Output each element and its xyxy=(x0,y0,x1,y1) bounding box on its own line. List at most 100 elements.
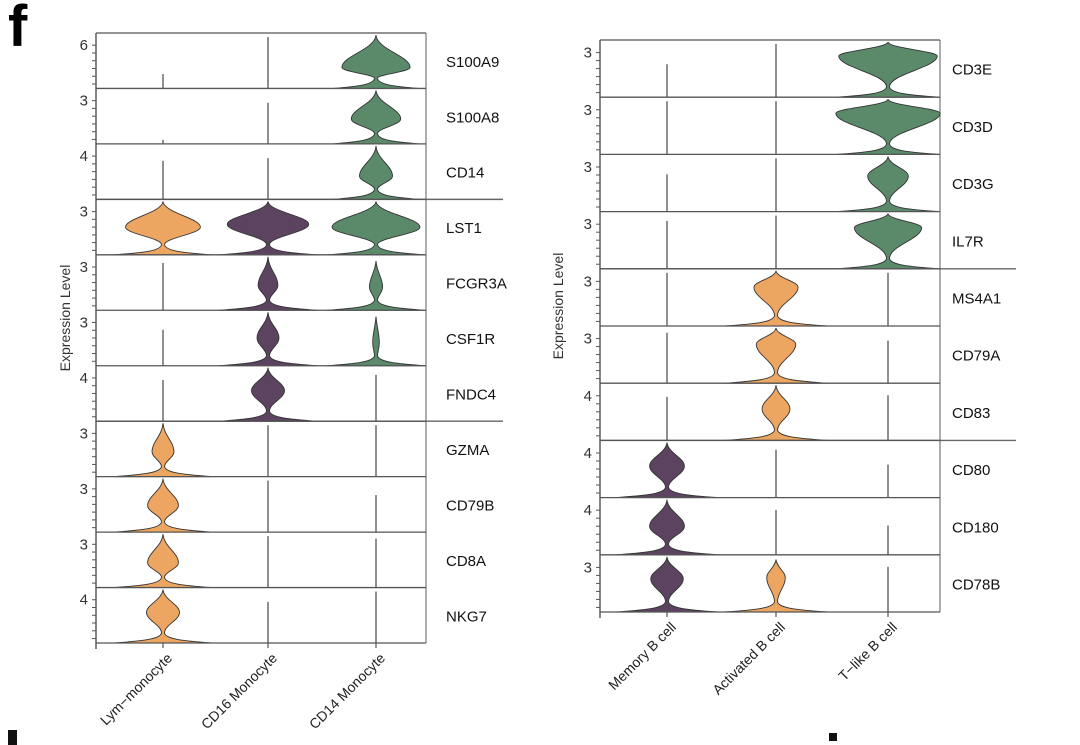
violin-t-like-b-cell xyxy=(836,41,940,98)
violin-chart-b-cells: 3 CD3E 3 CD3D 3 CD3G 3 IL7R 3 MS4A1 3 CD79A 4 CD83 4 CD… xyxy=(550,39,1016,698)
gene-label: S100A8 xyxy=(446,109,499,126)
gene-row-cd83: 4 CD83 xyxy=(584,382,1016,442)
violin-activated-b-cell xyxy=(724,385,828,441)
x-category-label: CD14 Monocyte xyxy=(306,650,388,732)
gene-label: CD83 xyxy=(952,405,990,422)
violin-cd16-monocyte xyxy=(218,312,318,367)
violin-t-like-b-cell xyxy=(836,213,940,270)
y-tick-label: 3 xyxy=(80,536,88,553)
y-tick-label: 6 xyxy=(80,37,88,54)
gene-row-fndc4: 4 FNDC4 xyxy=(80,365,503,422)
violin-memory-b-cell xyxy=(615,556,719,613)
violin-lym-monocyte xyxy=(113,534,213,588)
x-category-label: Lym−monocyte xyxy=(97,650,175,728)
gene-row-cd78b: 3 CD78B xyxy=(584,554,1000,613)
gene-row-cd3d: 3 CD3D xyxy=(584,96,993,155)
gene-row-lst1: 3 LST1 xyxy=(80,198,482,256)
gene-row-cd8a: 3 CD8A xyxy=(80,531,486,588)
gene-label: CD8A xyxy=(446,553,486,570)
gene-label: CD3G xyxy=(952,176,994,193)
violin-t-like-b-cell xyxy=(835,98,941,155)
violin-cd14-monocyte xyxy=(326,201,426,256)
x-category-label: T−like B cell xyxy=(835,619,900,684)
violin-cd14-monocyte xyxy=(332,34,420,89)
y-tick-label: 3 xyxy=(584,45,592,62)
violin-cd14-monocyte xyxy=(332,90,420,145)
violin-cd14-monocyte xyxy=(326,316,426,367)
x-category-label: Activated B cell xyxy=(709,619,788,698)
gene-label: S100A9 xyxy=(446,54,499,71)
gene-row-cd3g: 3 CD3G xyxy=(584,153,994,213)
y-tick-label: 3 xyxy=(80,314,88,331)
gene-label: CSF1R xyxy=(446,331,495,348)
y-tick-label: 3 xyxy=(584,216,592,233)
gene-label: FCGR3A xyxy=(446,276,507,293)
y-tick-label: 3 xyxy=(584,102,592,119)
y-tick-label: 3 xyxy=(80,425,88,442)
next-panel-fragment xyxy=(8,730,17,745)
gene-label: LST1 xyxy=(446,220,482,237)
gene-row-cd79b: 3 CD79B xyxy=(80,475,494,533)
gene-label: CD78B xyxy=(952,577,1000,594)
gene-label: CD80 xyxy=(952,462,990,479)
panel-letter: f xyxy=(8,0,28,59)
x-category-label: Memory B cell xyxy=(605,619,679,693)
y-tick-label: 3 xyxy=(584,331,592,348)
y-tick-label: 3 xyxy=(80,204,88,221)
next-panel-fragment-dot xyxy=(829,733,837,741)
y-tick-label: 3 xyxy=(584,273,592,290)
gene-row-s100a8: 3 S100A8 xyxy=(80,87,499,145)
y-tick-label: 3 xyxy=(80,259,88,276)
violin-cd14-monocyte xyxy=(326,261,426,311)
gene-label: GZMA xyxy=(446,442,489,459)
gene-label: NKG7 xyxy=(446,608,487,625)
y-tick-label: 4 xyxy=(80,370,88,387)
violin-cd14-monocyte xyxy=(332,145,420,200)
violin-lym-monocyte xyxy=(113,201,213,256)
violin-cd16-monocyte xyxy=(218,367,318,422)
gene-label: CD14 xyxy=(446,165,484,182)
y-tick-label: 4 xyxy=(80,148,88,165)
gene-row-fcgr3a: 3 FCGR3A xyxy=(80,254,507,311)
y-tick-label: 4 xyxy=(584,388,592,405)
gene-row-cd79a: 3 CD79A xyxy=(584,325,1000,384)
gene-row-cd14: 4 CD14 xyxy=(80,143,503,201)
gene-row-cd80: 4 CD80 xyxy=(584,439,990,499)
y-tick-label: 3 xyxy=(80,481,88,498)
violin-activated-b-cell xyxy=(724,559,828,613)
violin-lym-monocyte xyxy=(113,423,213,478)
gene-label: MS4A1 xyxy=(952,291,1001,308)
y-tick-label: 4 xyxy=(584,502,592,519)
x-category-label: CD16 Monocyte xyxy=(198,650,280,732)
y-tick-label: 4 xyxy=(80,592,88,609)
gene-label: CD79A xyxy=(952,348,1000,365)
violin-cd16-monocyte xyxy=(218,256,318,311)
gene-label: FNDC4 xyxy=(446,387,496,404)
y-tick-label: 3 xyxy=(584,159,592,176)
gene-row-s100a9: 6 S100A9 xyxy=(80,32,499,89)
y-axis-title: Expression Level xyxy=(57,265,73,372)
violin-cd16-monocyte xyxy=(218,201,318,256)
gene-row-csf1r: 3 CSF1R xyxy=(80,309,495,367)
gene-row-cd3e: 3 CD3E xyxy=(584,39,992,98)
y-axis-title: Expression Level xyxy=(550,253,566,360)
gene-label: CD180 xyxy=(952,519,999,536)
gene-row-gzma: 3 GZMA xyxy=(80,420,489,478)
violin-lym-monocyte xyxy=(113,478,213,533)
violin-chart-monocytes: 6 S100A9 3 S100A8 4 CD14 3 LST1 3 FCGR3A 3 CSF1R 4 FN… xyxy=(57,32,507,732)
violin-memory-b-cell xyxy=(615,442,719,499)
violin-lym-monocyte xyxy=(113,589,213,644)
y-tick-label: 4 xyxy=(584,445,592,462)
gene-row-cd180: 4 CD180 xyxy=(584,496,999,556)
gene-label: CD79B xyxy=(446,497,494,514)
gene-label: IL7R xyxy=(952,233,984,250)
gene-row-il7r: 3 IL7R xyxy=(584,210,1016,270)
gene-row-ms4a1: 3 MS4A1 xyxy=(584,268,1001,327)
gene-label: CD3E xyxy=(952,62,992,79)
gene-label: CD3D xyxy=(952,119,993,136)
violin-t-like-b-cell xyxy=(836,156,940,213)
y-tick-label: 3 xyxy=(584,559,592,576)
violin-memory-b-cell xyxy=(615,499,719,556)
violin-activated-b-cell xyxy=(724,270,828,327)
